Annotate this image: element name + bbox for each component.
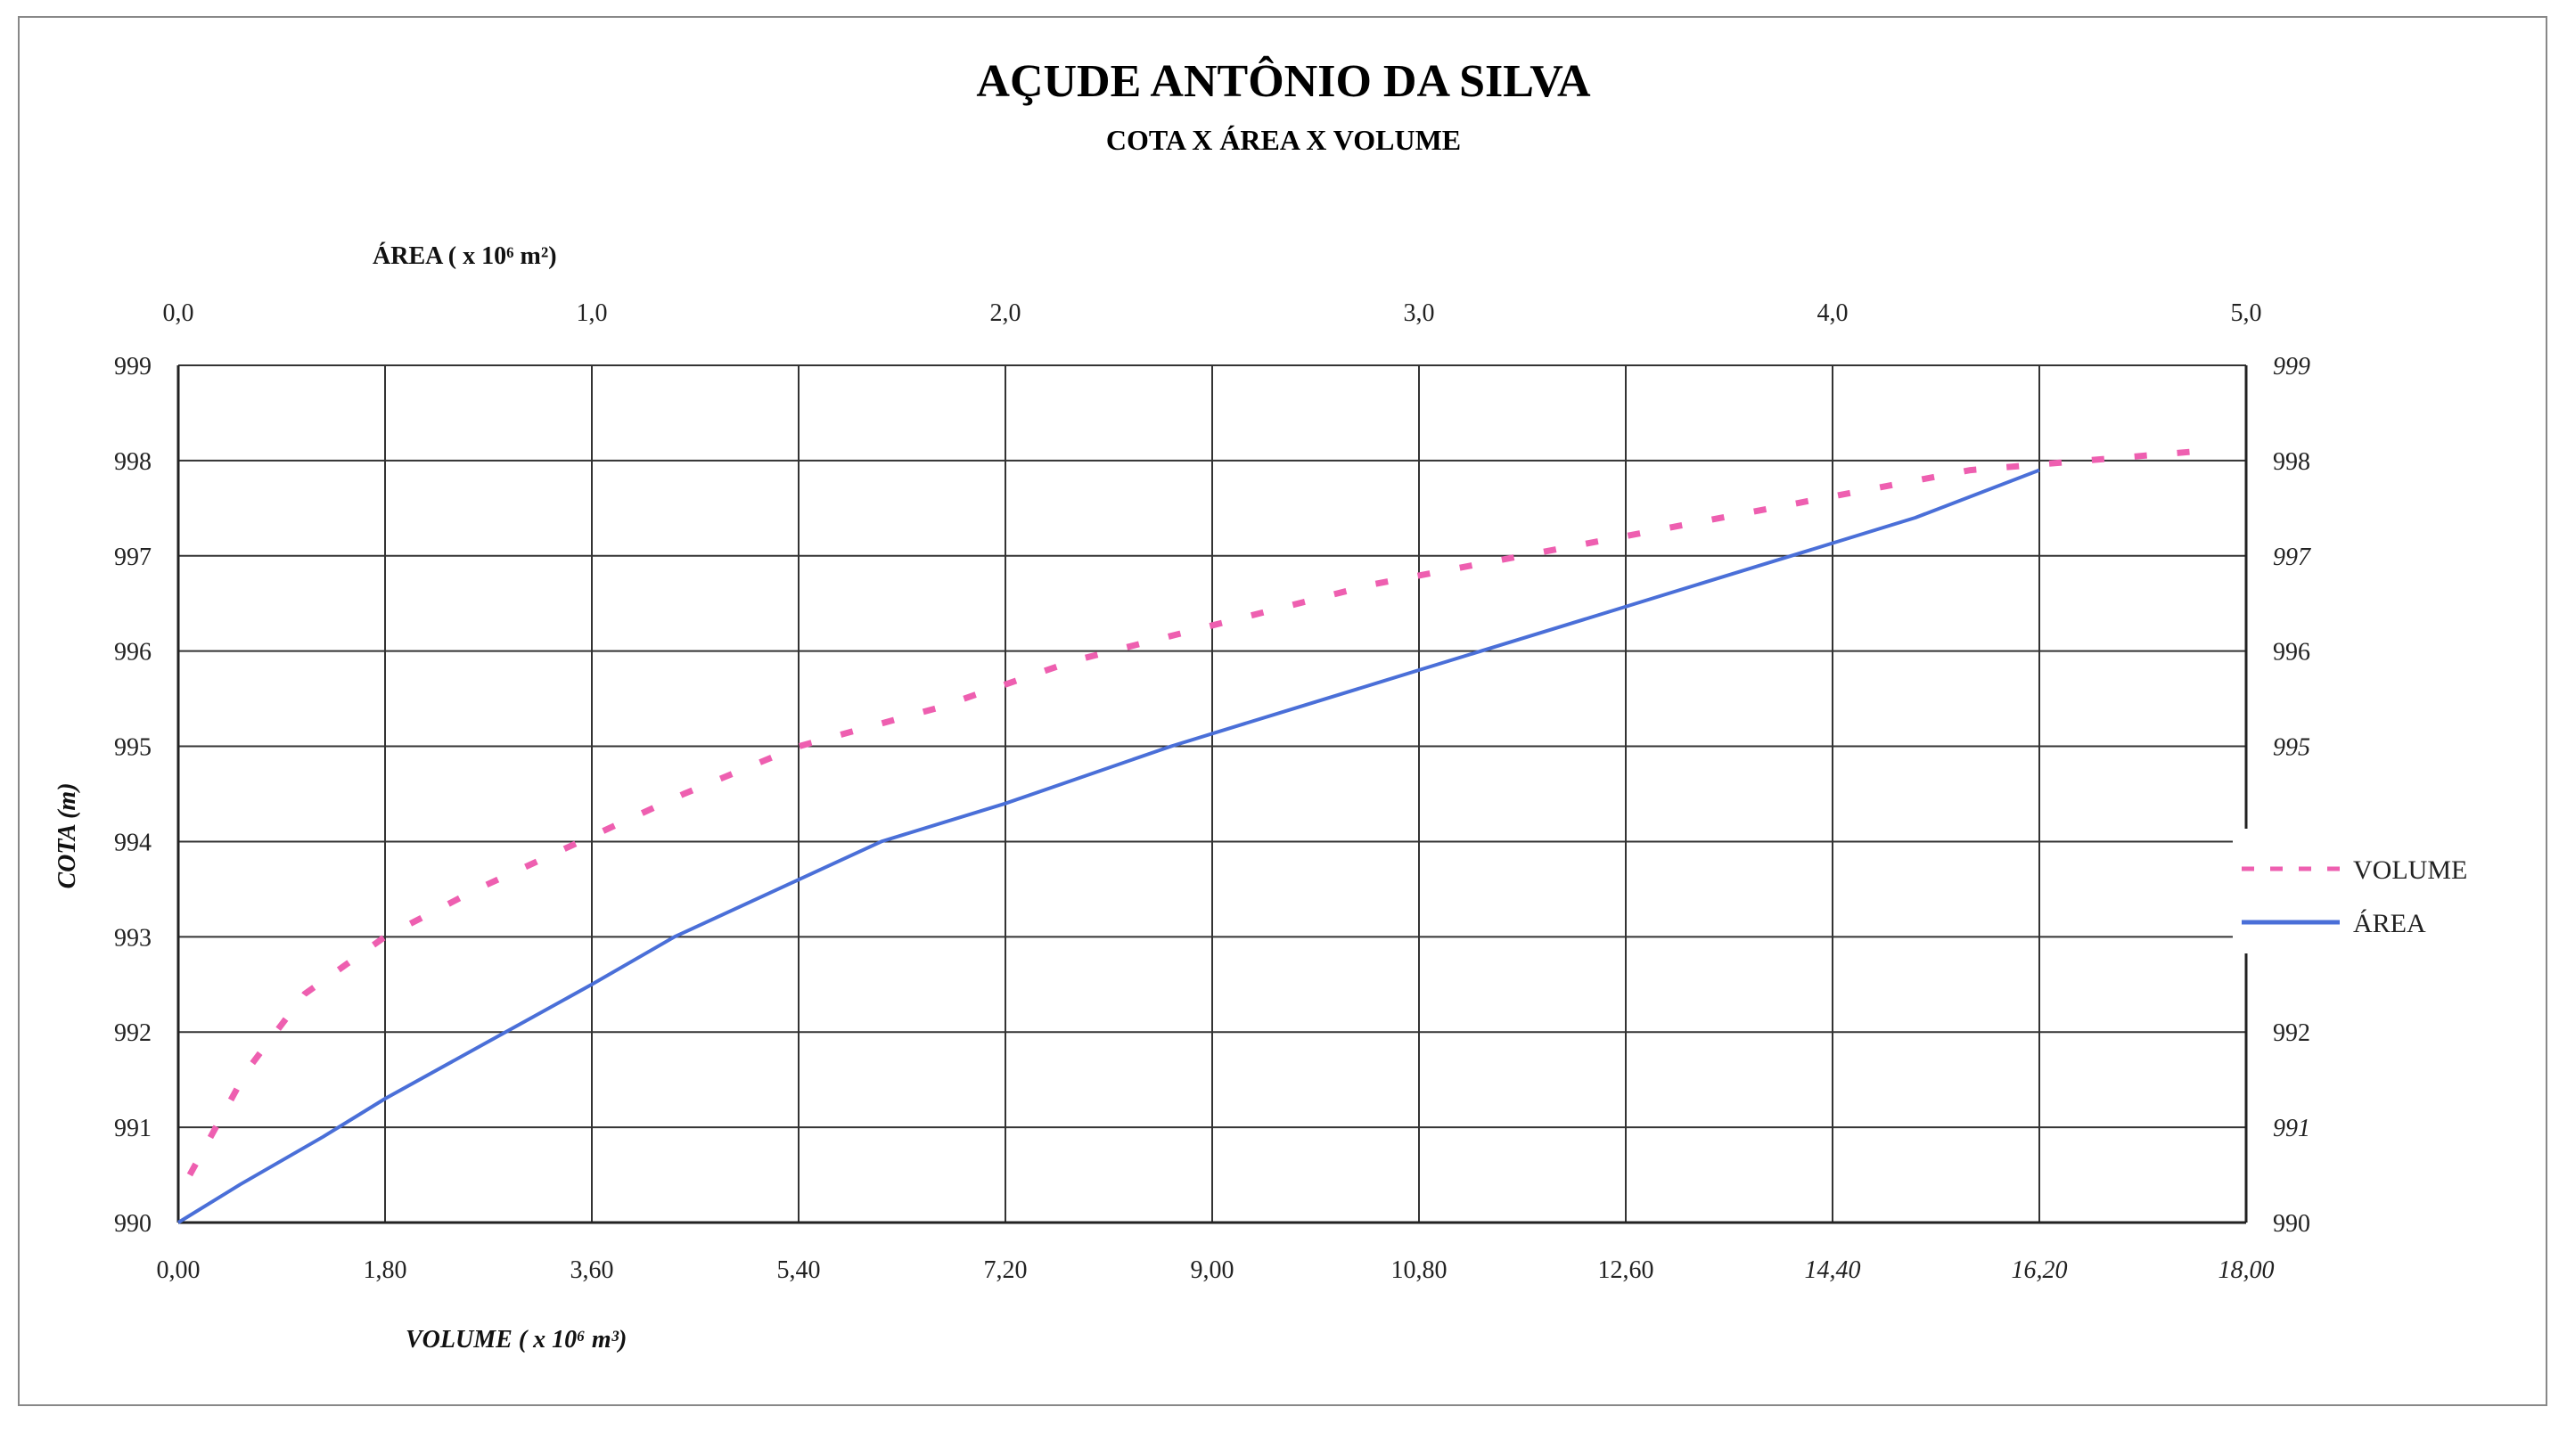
legend-label-area: ÁREA bbox=[2353, 909, 2426, 938]
x-top-tick-label: 3,0 bbox=[1404, 299, 1435, 327]
x-top-tick-label: 0,0 bbox=[163, 299, 194, 327]
x-bottom-tick-label: 14,40 bbox=[1805, 1256, 1861, 1284]
y-tick-label-left: 992 bbox=[114, 1019, 152, 1047]
y-tick-label-right: 997 bbox=[2273, 544, 2311, 571]
x-bottom-tick-label: 10,80 bbox=[1391, 1256, 1448, 1284]
y-tick-label-left: 999 bbox=[114, 353, 152, 380]
y-tick-label-right: 990 bbox=[2273, 1210, 2310, 1238]
x-bottom-tick-label: 5,40 bbox=[777, 1256, 821, 1284]
y-tick-label-left: 997 bbox=[114, 544, 152, 571]
y-tick-label-left: 990 bbox=[114, 1210, 152, 1238]
y-axis-title: COTA (m) bbox=[53, 782, 81, 888]
y-tick-label-right: 996 bbox=[2273, 639, 2310, 667]
series-line-area bbox=[176, 468, 2040, 1224]
x-bottom-tick-label: 9,00 bbox=[1191, 1256, 1234, 1284]
x-bottom-tick-label: 12,60 bbox=[1598, 1256, 1654, 1284]
x-axis-bottom-title: VOLUME ( x 10⁶ m³) bbox=[406, 1326, 627, 1354]
legend: VOLUME ÁREA bbox=[2233, 829, 2500, 953]
y-tick-label-left: 998 bbox=[114, 448, 152, 476]
x-bottom-tick-label: 16,20 bbox=[2012, 1256, 2068, 1284]
chart-title: AÇUDE ANTÔNIO DA SILVA bbox=[976, 55, 1591, 107]
legend-label-volume: VOLUME bbox=[2353, 855, 2467, 885]
y-tick-label-left: 996 bbox=[114, 639, 152, 667]
grid bbox=[176, 364, 2248, 1224]
x-bottom-tick-label: 1,80 bbox=[364, 1256, 407, 1284]
chart-frame bbox=[18, 16, 2547, 1406]
series-line-volume bbox=[186, 447, 2201, 1177]
x-axis-top-title: ÁREA ( x 10⁶ m²) bbox=[373, 242, 557, 270]
x-bottom-tick-label: 7,20 bbox=[984, 1256, 1028, 1284]
x-top-tick-label: 5,0 bbox=[2231, 299, 2262, 327]
x-bottom-tick-label: 18,00 bbox=[2218, 1256, 2275, 1284]
x-top-tick-label: 4,0 bbox=[1817, 299, 1849, 327]
y-tick-label-left: 991 bbox=[114, 1115, 152, 1142]
y-tick-label-right: 998 bbox=[2273, 448, 2310, 476]
x-bottom-tick-label: 3,60 bbox=[570, 1256, 614, 1284]
y-tick-label-left: 993 bbox=[114, 924, 152, 952]
series-lines bbox=[176, 447, 2201, 1224]
y-tick-label-right: 995 bbox=[2273, 734, 2310, 762]
legend-box bbox=[2233, 829, 2500, 953]
x-bottom-tick-label: 0,00 bbox=[157, 1256, 201, 1284]
y-tick-label-left: 994 bbox=[114, 829, 152, 856]
chart-subtitle: COTA X ÁREA X VOLUME bbox=[1106, 124, 1461, 156]
y-tick-label-right: 999 bbox=[2273, 353, 2310, 380]
y-tick-label-right: 991 bbox=[2273, 1115, 2310, 1142]
y-tick-label-left: 995 bbox=[114, 734, 152, 762]
x-top-tick-label: 2,0 bbox=[990, 299, 1021, 327]
x-top-tick-label: 1,0 bbox=[577, 299, 608, 327]
y-tick-label-right: 992 bbox=[2273, 1019, 2310, 1047]
